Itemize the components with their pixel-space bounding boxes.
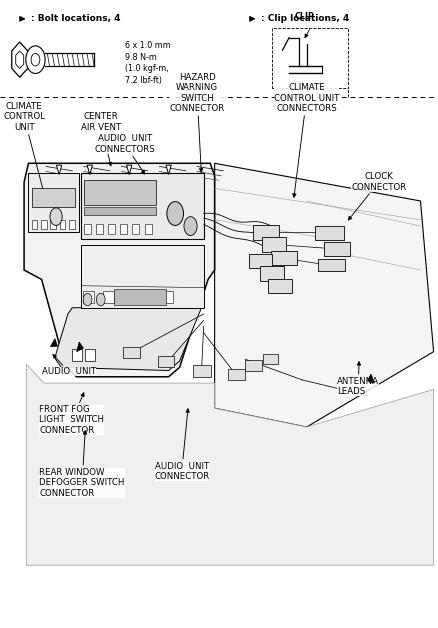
Bar bbox=[28, 173, 79, 232]
Bar bbox=[83, 291, 94, 303]
Bar bbox=[245, 360, 262, 371]
FancyBboxPatch shape bbox=[271, 251, 297, 265]
Bar bbox=[69, 220, 75, 229]
Bar bbox=[41, 220, 47, 229]
Text: HAZARD
WARNING
SWITCH
CONNECTOR: HAZARD WARNING SWITCH CONNECTOR bbox=[170, 73, 225, 172]
Polygon shape bbox=[166, 165, 171, 175]
Bar bbox=[162, 291, 173, 303]
Polygon shape bbox=[77, 342, 83, 352]
Bar bbox=[81, 173, 204, 239]
Bar bbox=[315, 226, 344, 240]
FancyBboxPatch shape bbox=[249, 254, 272, 268]
Text: FRONT FOG
LIGHT  SWITCH
CONNECTOR: FRONT FOG LIGHT SWITCH CONNECTOR bbox=[39, 393, 104, 435]
Bar bbox=[96, 224, 103, 234]
Bar bbox=[123, 347, 140, 358]
Polygon shape bbox=[50, 338, 57, 347]
Bar bbox=[193, 365, 211, 377]
Text: ANTENNA
LEADS: ANTENNA LEADS bbox=[337, 362, 379, 396]
Circle shape bbox=[167, 202, 184, 225]
Text: : Bolt locations, 4: : Bolt locations, 4 bbox=[31, 14, 120, 23]
Circle shape bbox=[184, 217, 197, 236]
Bar bbox=[263, 354, 278, 364]
Text: CLIMATE
CONTROL
UNIT: CLIMATE CONTROL UNIT bbox=[3, 102, 46, 197]
Bar bbox=[81, 245, 204, 308]
Polygon shape bbox=[367, 374, 374, 383]
FancyBboxPatch shape bbox=[253, 225, 279, 240]
FancyBboxPatch shape bbox=[268, 279, 292, 293]
Bar bbox=[108, 224, 115, 234]
Bar bbox=[158, 356, 174, 367]
Bar bbox=[145, 224, 152, 234]
Bar bbox=[142, 291, 153, 303]
Polygon shape bbox=[215, 163, 434, 427]
FancyBboxPatch shape bbox=[0, 97, 438, 628]
Text: AUDIO  UNIT: AUDIO UNIT bbox=[42, 354, 96, 376]
Bar bbox=[318, 259, 345, 271]
Bar bbox=[324, 242, 350, 256]
Bar bbox=[120, 224, 127, 234]
Bar bbox=[32, 188, 75, 207]
Circle shape bbox=[96, 293, 105, 306]
Bar bbox=[228, 369, 245, 380]
Circle shape bbox=[83, 293, 92, 306]
Text: AUDIO  UNIT
CONNECTORS: AUDIO UNIT CONNECTORS bbox=[95, 134, 155, 174]
Polygon shape bbox=[12, 42, 28, 77]
Bar bbox=[84, 207, 156, 215]
Circle shape bbox=[50, 208, 62, 225]
Text: CLIP: CLIP bbox=[294, 13, 314, 21]
Text: CENTER
AIR VENT: CENTER AIR VENT bbox=[81, 112, 121, 166]
Circle shape bbox=[26, 46, 45, 73]
Polygon shape bbox=[57, 165, 62, 175]
FancyBboxPatch shape bbox=[260, 266, 284, 281]
Bar bbox=[132, 224, 139, 234]
Bar bbox=[114, 289, 166, 305]
Text: 6 x 1.0 mm
9.8 N-m
(1.0 kgf-m,
7.2 lbf-ft): 6 x 1.0 mm 9.8 N-m (1.0 kgf-m, 7.2 lbf-f… bbox=[125, 41, 170, 85]
FancyBboxPatch shape bbox=[262, 237, 286, 252]
Polygon shape bbox=[87, 165, 92, 175]
Bar bbox=[72, 349, 82, 361]
Bar bbox=[84, 180, 156, 205]
Polygon shape bbox=[127, 165, 132, 175]
Text: AUDIO  UNIT
CONNECTOR: AUDIO UNIT CONNECTOR bbox=[154, 409, 209, 481]
Bar bbox=[103, 291, 114, 303]
Bar bbox=[85, 349, 95, 361]
Text: CLIMATE
CONTROL UNIT
CONNECTORS: CLIMATE CONTROL UNIT CONNECTORS bbox=[274, 84, 339, 197]
Text: : Clip locations, 4: : Clip locations, 4 bbox=[261, 14, 349, 23]
FancyBboxPatch shape bbox=[272, 28, 348, 88]
Bar bbox=[50, 220, 56, 229]
Polygon shape bbox=[285, 35, 307, 44]
Text: CLOCK
CONNECTOR: CLOCK CONNECTOR bbox=[348, 172, 406, 220]
Circle shape bbox=[31, 53, 40, 66]
Polygon shape bbox=[26, 364, 434, 565]
Text: REAR WINDOW
DEFOGGER SWITCH
CONNECTOR: REAR WINDOW DEFOGGER SWITCH CONNECTOR bbox=[39, 431, 125, 497]
Bar bbox=[84, 224, 91, 234]
Bar bbox=[32, 220, 37, 229]
Polygon shape bbox=[16, 51, 24, 68]
Bar bbox=[123, 291, 134, 303]
Polygon shape bbox=[55, 308, 201, 371]
Polygon shape bbox=[24, 163, 215, 377]
Bar bbox=[60, 220, 66, 229]
